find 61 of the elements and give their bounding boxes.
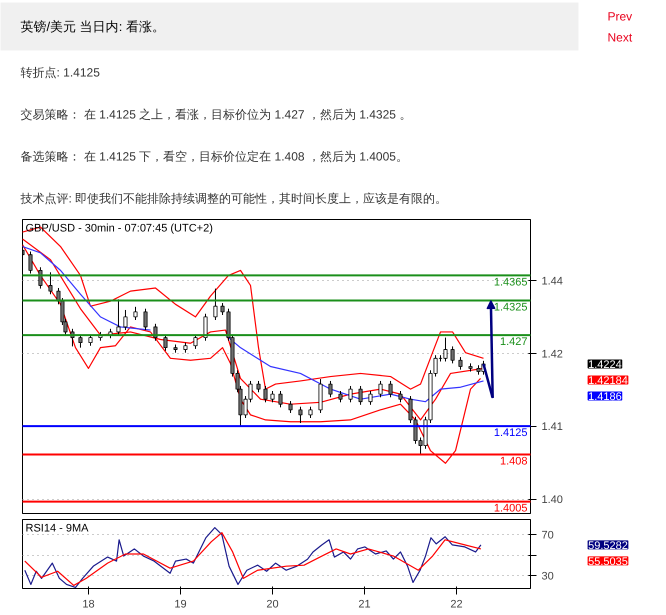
candlestick bbox=[48, 272, 52, 295]
y-tick-label: 1.44 bbox=[542, 275, 563, 288]
candlestick bbox=[450, 346, 455, 364]
candlestick bbox=[163, 334, 168, 352]
candlestick bbox=[123, 309, 128, 331]
y-tick-label: 70 bbox=[542, 530, 554, 542]
candlestick bbox=[348, 385, 353, 403]
candlestick bbox=[78, 334, 82, 348]
candlestick bbox=[193, 334, 198, 350]
candlestick bbox=[368, 390, 372, 406]
candlestick bbox=[308, 406, 313, 419]
candlestick bbox=[338, 390, 343, 403]
text: Prev bbox=[608, 10, 632, 24]
candlestick bbox=[398, 390, 402, 403]
candlestick bbox=[183, 342, 188, 354]
candlestick bbox=[288, 400, 293, 414]
ref-line-label: 1.427 bbox=[500, 336, 528, 348]
x-tick-label: 20 bbox=[266, 598, 279, 610]
text: 技术点评: 即使我们不能排除持续调整的可能性，其时间长度上，应该是有限的。 bbox=[20, 192, 448, 206]
y-tick-label: 30 bbox=[542, 570, 554, 582]
candlestick bbox=[220, 302, 225, 316]
chart-title: RSI14 - 9MA bbox=[26, 522, 90, 534]
candlestick bbox=[213, 288, 218, 321]
ref-line-label: 1.408 bbox=[500, 455, 528, 468]
y-tick-label: 1.41 bbox=[542, 421, 563, 434]
text: 1.42184 bbox=[588, 374, 628, 387]
y-tick-label: 1.40 bbox=[542, 494, 563, 506]
candlestick bbox=[278, 390, 283, 408]
text: 备选策略： 在 1.4125 下，看空，目标价位定在 1.408 ，然后为 1.4005。 bbox=[20, 150, 408, 164]
text: 英镑/美元 当日内: 看涨。 bbox=[20, 19, 165, 34]
candlestick bbox=[270, 390, 275, 403]
ref-line-label: 1.4325 bbox=[494, 302, 528, 314]
candlestick bbox=[256, 380, 261, 393]
candlestick bbox=[144, 308, 148, 331]
x-tick-label: 18 bbox=[82, 598, 95, 610]
candlestick bbox=[328, 380, 332, 398]
text: 转折点: 1.4125 bbox=[20, 66, 100, 80]
candlestick bbox=[458, 356, 462, 370]
candlestick bbox=[358, 385, 363, 406]
candlestick bbox=[388, 380, 393, 398]
candlestick bbox=[133, 306, 138, 321]
x-tick-label: 22 bbox=[450, 598, 463, 610]
y-tick-label: 1.42 bbox=[542, 348, 563, 360]
text: 1.4224 bbox=[588, 358, 622, 371]
candlestick bbox=[263, 385, 268, 403]
candlestick bbox=[204, 313, 208, 342]
candlestick bbox=[378, 380, 383, 398]
candlestick bbox=[443, 337, 448, 362]
candlestick bbox=[298, 406, 302, 424]
ref-line-label: 1.4125 bbox=[494, 427, 528, 440]
text: 59.5282 bbox=[588, 540, 628, 552]
text: 1.4186 bbox=[588, 390, 622, 403]
candlestick bbox=[28, 251, 33, 274]
text: 55.5035 bbox=[588, 556, 628, 568]
candlestick bbox=[116, 298, 120, 336]
x-tick-label: 19 bbox=[174, 598, 187, 610]
x-tick-label: 21 bbox=[358, 598, 371, 610]
ref-line-label: 1.4005 bbox=[494, 502, 528, 515]
ref-line-label: 1.4365 bbox=[494, 276, 528, 288]
text: Next bbox=[608, 30, 633, 44]
text: 交易策略： 在 1.4125 之上，看涨，目标价位为 1.427 ，然后为 1.4325 。 bbox=[20, 108, 412, 122]
